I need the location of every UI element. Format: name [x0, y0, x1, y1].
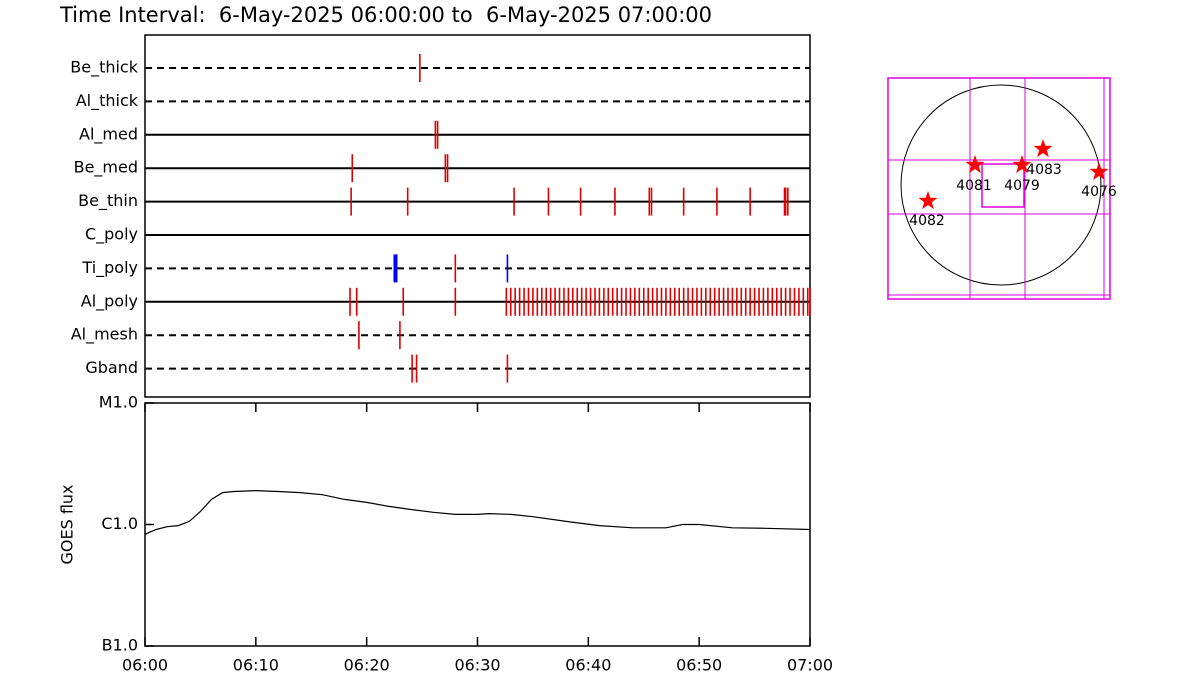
- row-label: Al_mesh: [71, 325, 138, 345]
- solar-limb: [900, 84, 1102, 286]
- row-label: C_poly: [85, 225, 138, 245]
- region-label: 4076: [1081, 184, 1117, 200]
- row-label: Al_med: [79, 124, 138, 144]
- x-tick-label: 06:20: [344, 656, 390, 675]
- map-frame: [887, 77, 1111, 300]
- x-tick-label: 06:50: [676, 656, 722, 675]
- map-grid: [888, 78, 1110, 299]
- region-label: 4082: [909, 213, 945, 229]
- x-tick-label: 06:10: [233, 656, 279, 675]
- region-label: 4079: [1004, 178, 1040, 194]
- sun-map: 4082 4081 4079 4083 4076: [887, 77, 1117, 300]
- x-tick-label: 06:00: [122, 656, 168, 675]
- y-tick-label: M1.0: [99, 393, 138, 412]
- x-tick-label: 06:40: [565, 656, 611, 675]
- row-label: Gband: [85, 358, 138, 377]
- panel-frame: [144, 34, 811, 398]
- chart-title: Time Interval: 6-May-2025 06:00:00 to 6-…: [59, 3, 712, 27]
- field-of-view: [981, 163, 1025, 208]
- row-label: Be_thin: [78, 191, 138, 211]
- row-label: Al_poly: [81, 291, 138, 311]
- y-axis-label: GOES flux: [58, 484, 77, 564]
- row-label: Be_thick: [70, 58, 138, 78]
- region-marker: [1089, 162, 1109, 181]
- row-label: Al_thick: [76, 91, 139, 111]
- row-label: Be_med: [74, 158, 138, 178]
- region-marker: [1033, 139, 1053, 158]
- region-label: 4083: [1026, 162, 1062, 178]
- x-tick-label: 07:00: [787, 656, 833, 675]
- region-label: 4081: [956, 178, 992, 194]
- goes-line: [144, 489, 811, 535]
- y-tick-label: B1.0: [102, 636, 138, 655]
- row-label: Ti_poly: [81, 258, 138, 278]
- x-tick-label: 06:30: [454, 656, 500, 675]
- region-marker: [918, 191, 938, 210]
- panel-frame: [144, 402, 811, 647]
- y-tick-label: C1.0: [101, 514, 138, 533]
